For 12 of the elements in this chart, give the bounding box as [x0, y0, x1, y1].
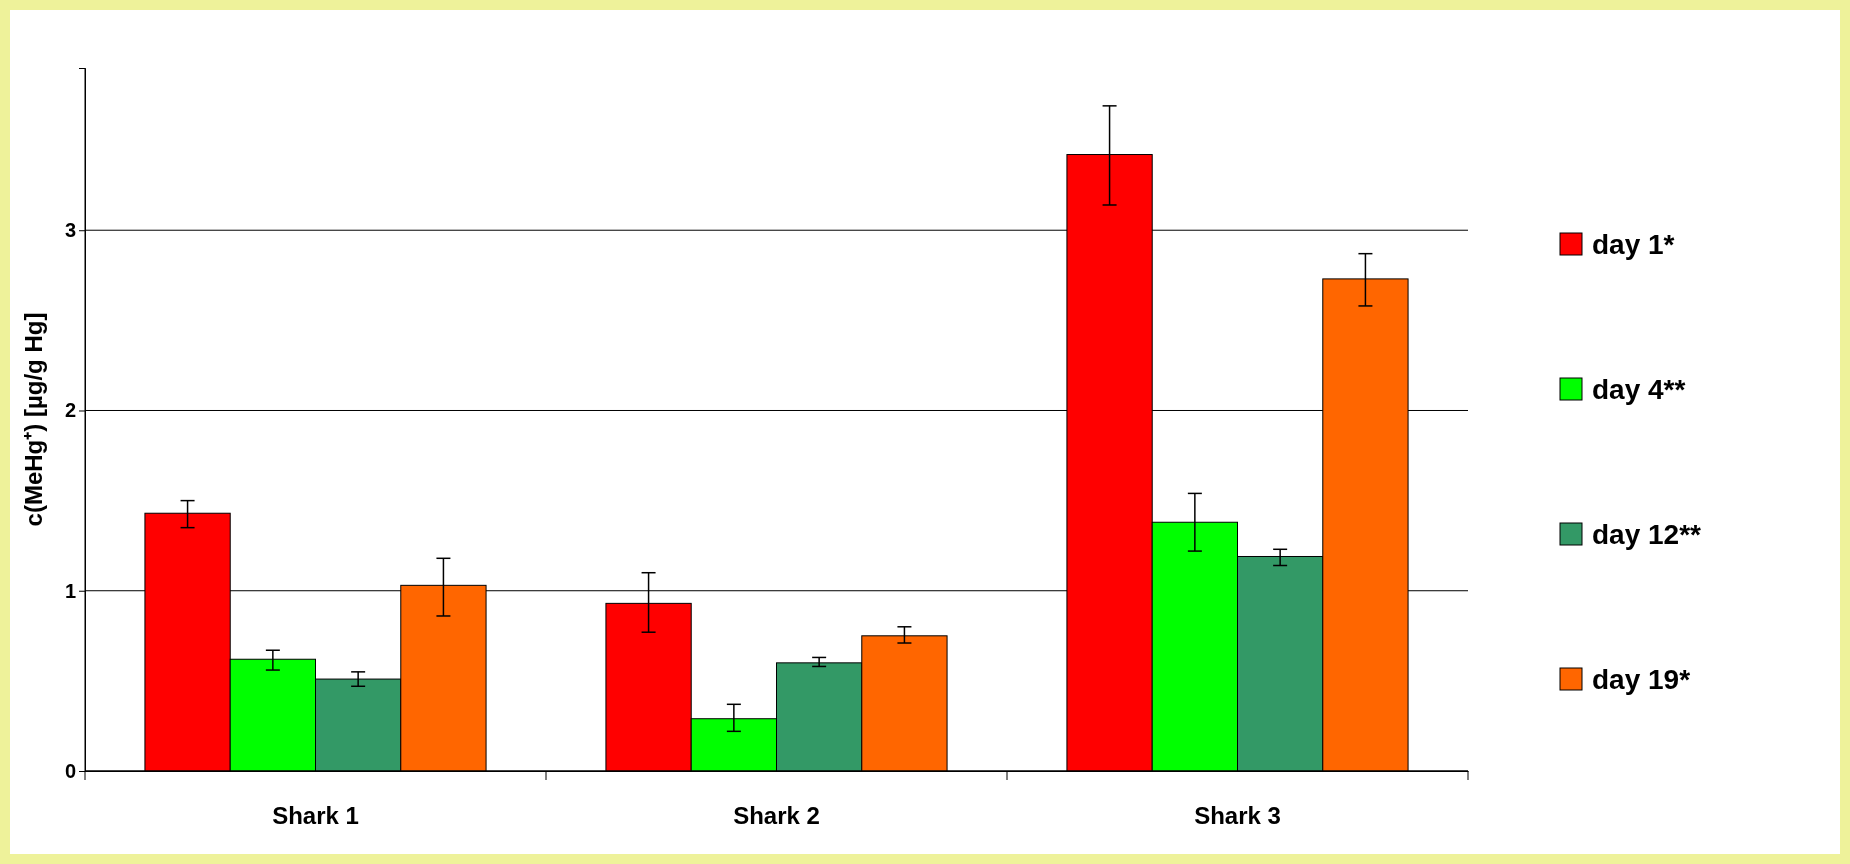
y-tick-label: 2 — [64, 399, 76, 422]
legend-label: day 4** — [1592, 374, 1686, 405]
legend-label: day 19* — [1592, 664, 1691, 695]
y-tick-label: 1 — [64, 579, 76, 602]
x-tick-label: Shark 2 — [733, 802, 820, 830]
y-axis-title: c(MeHg⁺) [µg/g Hg] — [20, 312, 47, 527]
y-tick-label: 0 — [64, 759, 76, 782]
x-tick-label: Shark 1 — [272, 802, 359, 830]
legend-label: day 12** — [1592, 519, 1702, 550]
x-tick-label: Shark 3 — [1194, 802, 1281, 830]
legend-label: day 1* — [1592, 229, 1675, 260]
y-tick-label: 3 — [64, 219, 76, 242]
